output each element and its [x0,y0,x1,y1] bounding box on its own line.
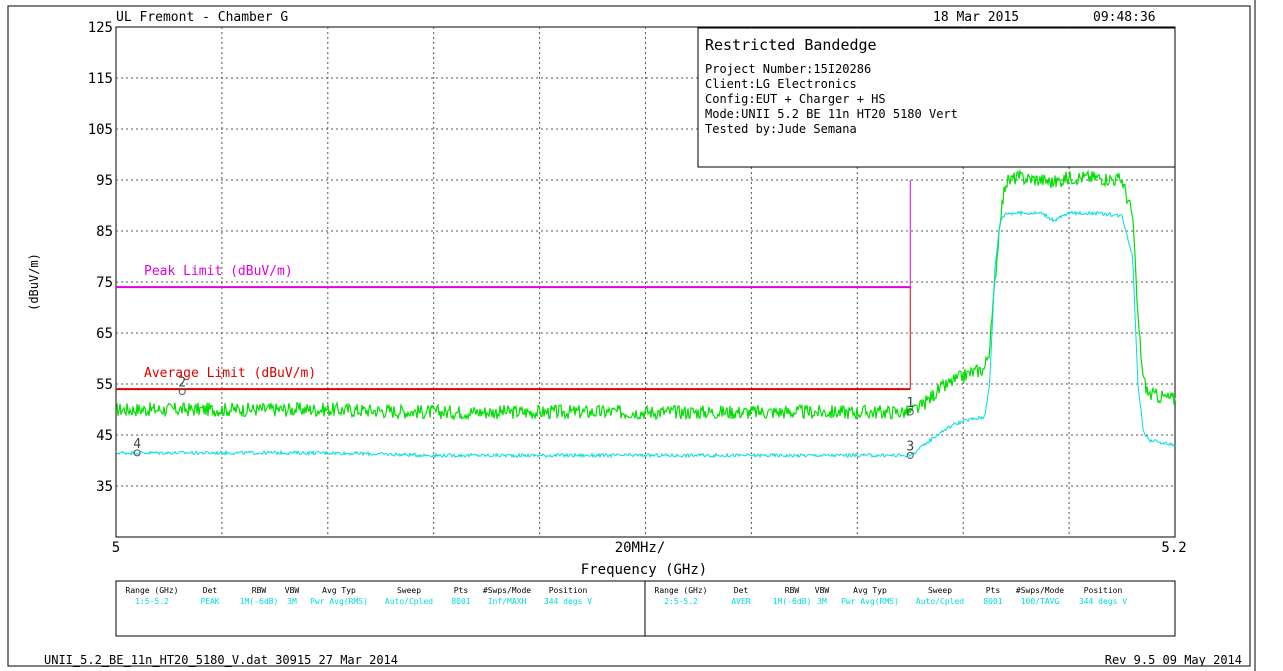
y-tick-label: 105 [88,122,113,138]
settings-header-cell: Det [203,586,218,595]
settings-header-cell: RBW [252,586,267,595]
settings-value-cell: PEAK [200,597,219,606]
info-line-project: Project Number:15I20286 [705,62,871,76]
settings-header-cell: Range (GHz) [126,586,179,595]
y-tick-labels: 35 45 55 65 75 85 95 105 115 125 [88,20,113,495]
settings-value-cell: Auto/Cpled [385,597,433,606]
limit-lines: Peak Limit (dBuV/m) Average Limit (dBuV/m… [116,180,911,391]
settings-header-cell: Position [549,586,588,595]
settings-header-cell: Det [734,586,749,595]
settings-value-cell: 3M [287,597,297,606]
y-tick-label: 95 [96,173,113,189]
marker-3-label: 3 [906,439,914,454]
y-tick-label: 85 [96,224,113,240]
x-tick-end: 5.2 [1161,540,1186,556]
settings-header-cell: Sweep [928,586,952,595]
marker-4-point [133,449,141,457]
grid-lines [116,27,1175,537]
y-axis-label: (dBuV/m) [27,253,41,311]
outer-border [7,5,1251,667]
settings-header-cell: Pts [986,586,1001,595]
info-box [697,27,1176,168]
settings-header-cell: VBW [815,586,830,595]
settings-value-cell: 1M(-6dB) [240,597,279,606]
settings-header-cell: Pts [454,586,469,595]
settings-value-cell: AVER [731,597,750,606]
average-trace [115,210,1176,459]
settings-value-cell: 3M [817,597,827,606]
y-tick-label: 55 [96,377,113,393]
peak-limit-label: Peak Limit (dBuV/m) [144,264,293,279]
x-tick-mid: 20MHz/ [615,540,666,556]
footer-revision: Rev 9.5 09 May 2014 [1105,653,1242,667]
settings-value-cell: 8001 [451,597,470,606]
info-line-client: Client:LG Electronics [705,77,857,91]
x-tick-start: 5 [112,540,120,556]
settings-header-cell: Avg Typ [853,586,887,595]
markers: 1 2 3 4 [133,376,914,459]
y-tick-label: 125 [88,20,113,36]
settings-value-cell: 1M(-6dB) [773,597,812,606]
marker-1-point [906,408,914,416]
marker-3-point [906,451,914,459]
lab-name: UL Fremont - Chamber G [116,10,288,25]
traces [115,168,1176,459]
settings-header-cell: #Swps/Mode [1016,586,1064,595]
settings-header-cell: RBW [785,586,800,595]
marker-1-label: 1 [906,396,914,411]
settings-value-cell: Auto/Cpled [916,597,964,606]
footer-file: UNII_5.2_BE_11n_HT20_5180_V.dat 30915 27… [44,653,398,667]
marker-4-label: 4 [133,437,141,452]
settings-header-cell: #Swps/Mode [483,586,531,595]
settings-value-cell: 344 degs V [544,597,592,606]
settings-value-cell: Inf/MAXH [488,597,527,606]
settings-value-cell: Pwr Avg(RMS) [310,597,368,606]
info-line-mode: Mode:UNII 5.2 BE 11n HT20 5180 Vert [705,107,958,121]
y-tick-label: 75 [96,275,113,291]
settings-value-cell: 1:5-5.2 [135,597,169,606]
settings-value-cell: 344 degs V [1079,597,1127,606]
y-tick-label: 115 [88,71,113,87]
settings-header-cell: Sweep [397,586,421,595]
info-line-config: Config:EUT + Charger + HS [705,92,886,106]
info-line-tester: Tested by:Jude Semana [705,122,857,136]
x-axis-label: Frequency (GHz) [581,562,707,578]
info-title: Restricted Bandedge [705,36,877,54]
settings-header-cell: Range (GHz) [655,586,708,595]
settings-value-cell: 8001 [983,597,1002,606]
settings-header-cell: VBW [285,586,300,595]
settings-value-cell: Pwr Avg(RMS) [841,597,899,606]
peak-trace [115,168,1176,422]
report-date: 18 Mar 2015 [933,10,1019,25]
settings-header-cell: Position [1084,586,1123,595]
settings-value-cell: 100/TAVG [1021,597,1060,606]
y-tick-label: 65 [96,326,113,342]
settings-value-cell: 2:5-5.2 [664,597,698,606]
y-tick-label: 45 [96,428,113,444]
average-limit-label: Average Limit (dBuV/m) [144,366,316,381]
settings-cells: Range (GHz)1:5-5.2DetPEAKRBW1M(-6dB)VBW3… [126,586,1128,606]
marker-2-point [178,388,186,396]
marker-2-label: 2 [178,376,186,391]
settings-header-cell: Avg Typ [322,586,356,595]
report-time: 09:48:36 [1093,10,1156,25]
y-tick-label: 35 [96,479,113,495]
